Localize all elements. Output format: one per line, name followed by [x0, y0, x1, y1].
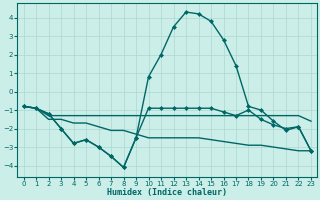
X-axis label: Humidex (Indice chaleur): Humidex (Indice chaleur): [107, 188, 227, 197]
